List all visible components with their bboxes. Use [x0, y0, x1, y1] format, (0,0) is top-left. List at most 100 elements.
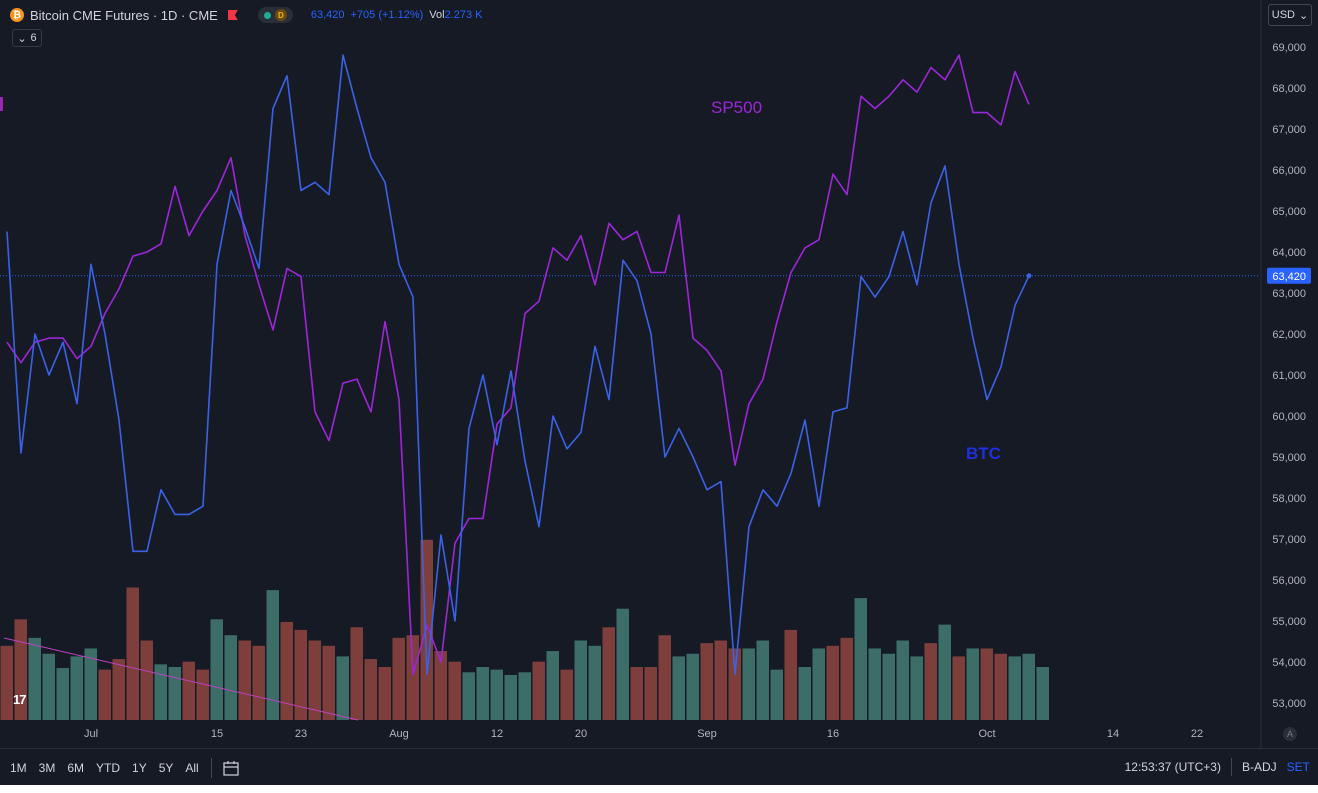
volume-bar [672, 656, 685, 720]
volume-bar [98, 669, 111, 720]
clock-time[interactable]: 12:53:37 (UTC+3) [1124, 760, 1221, 774]
volume-bar [504, 674, 517, 720]
volume-bar [266, 590, 279, 720]
volume-bar [840, 637, 853, 720]
price-change: +705 (+1.12%) [350, 9, 424, 21]
indicators-collapse-button[interactable]: ⌄ 6 [12, 29, 42, 47]
sp500-label: SP500 [711, 98, 762, 117]
y-tick-label: 65,000 [1272, 206, 1306, 218]
volume-bar [224, 635, 237, 720]
volume-bar [154, 664, 167, 720]
volume-bar [294, 629, 307, 720]
y-tick-label: 64,000 [1272, 247, 1306, 259]
indicator-count: 6 [30, 32, 37, 44]
currency-selector[interactable]: USD ⌄ [1268, 4, 1312, 26]
volume-bar [14, 619, 27, 720]
tradingview-logo[interactable]: 17 [13, 692, 27, 707]
adjustment-toggle[interactable]: B-ADJ [1241, 760, 1277, 774]
range-6m-button[interactable]: 6M [67, 760, 85, 775]
x-tick-label: 20 [575, 728, 587, 740]
volume-bar [644, 667, 657, 720]
session-toggle[interactable]: SET [1286, 760, 1310, 774]
volume-bar [938, 624, 951, 720]
volume-bar [896, 640, 909, 720]
volume-bar [588, 645, 601, 720]
status-pill[interactable]: D [257, 7, 293, 23]
auto-scale-button[interactable]: A [1283, 727, 1297, 741]
volume-bar [924, 643, 937, 720]
range-1m-button[interactable]: 1M [10, 760, 27, 775]
volume-bar [140, 640, 153, 720]
range-all-button[interactable]: All [185, 760, 199, 775]
y-tick-label: 62,000 [1272, 329, 1306, 341]
volume-bar [406, 635, 419, 720]
symbol-title[interactable]: Bitcoin CME Futures · 1D · CME [30, 7, 218, 23]
volume-bar [350, 627, 363, 720]
range-1y-button[interactable]: 1Y [132, 760, 147, 775]
btc-label: BTC [966, 444, 1001, 463]
x-tick-label: 23 [295, 728, 307, 740]
y-tick-label: 57,000 [1272, 534, 1306, 546]
x-tick-label: Aug [389, 728, 409, 740]
x-tick-label: Jul [84, 728, 98, 740]
volume-bar [686, 653, 699, 720]
volume-bar [196, 669, 209, 720]
range-5y-button[interactable]: 5Y [158, 760, 174, 775]
calendar-icon[interactable] [222, 759, 240, 777]
status-area: 12:53:37 (UTC+3) B-ADJ SET [1125, 758, 1310, 776]
volume-bar [238, 640, 251, 720]
x-tick-label: Oct [978, 728, 995, 740]
delayed-icon: D [274, 9, 287, 21]
volume-bar [756, 640, 769, 720]
last-price: 63,420 [310, 9, 345, 21]
volume-bar [392, 637, 405, 720]
volume-bar [518, 672, 531, 720]
x-tick-label: 16 [827, 728, 839, 740]
chevron-down-icon: ⌄ [17, 32, 27, 45]
volume-bar [602, 627, 615, 720]
volume-bar [532, 661, 545, 720]
volume-bar [42, 653, 55, 720]
current-price-badge [1267, 267, 1311, 284]
flag-icon[interactable] [227, 10, 238, 20]
volume-bar [322, 645, 335, 720]
currency-label: USD [1271, 9, 1295, 21]
range-3m-button[interactable]: 3M [38, 760, 56, 775]
symbol-header: ₿ Bitcoin CME Futures · 1D · CME D 63,42… [10, 6, 482, 24]
market-open-icon [263, 11, 271, 19]
volume-bar [1008, 656, 1021, 720]
volume-bar [126, 587, 139, 720]
volume-bar [714, 640, 727, 720]
volume-bar [1022, 653, 1035, 720]
bitcoin-icon: ₿ [10, 8, 24, 22]
toolbar-divider [210, 757, 212, 778]
y-tick-label: 53,000 [1272, 698, 1306, 710]
volume-bar [56, 668, 69, 720]
chart-area[interactable]: SP500 BTC 69,000 68,000 67,000 66,000 65,000 64… [0, 0, 1318, 748]
volume-bar [616, 608, 629, 720]
bottom-toolbar: 1M 3M 6M YTD 1Y 5Y All 12:53:37 (UTC+3) … [0, 748, 1318, 786]
volume-bar [560, 669, 573, 720]
window-edge [0, 785, 1318, 793]
y-tick-label: 55,000 [1272, 616, 1306, 628]
x-tick-label: 14 [1107, 728, 1119, 740]
range-ytd-button[interactable]: YTD [96, 760, 121, 775]
y-tick-label: 56,000 [1272, 575, 1306, 587]
volume-bar [1036, 667, 1049, 720]
volume-bar [728, 648, 741, 720]
y-tick-label: 63,000 [1272, 288, 1306, 300]
trend-line [3, 637, 359, 721]
btc-last-point [1026, 273, 1032, 279]
volume-bar [280, 621, 293, 720]
y-tick-label: 60,000 [1272, 411, 1306, 423]
volume-bar [308, 640, 321, 720]
y-tick-label: 68,000 [1272, 83, 1306, 95]
volume-bar [770, 669, 783, 720]
volume-bar [980, 648, 993, 720]
x-tick-label: 22 [1191, 728, 1203, 740]
volume-value: 2.273 K [444, 9, 483, 21]
volume-bar [210, 619, 223, 720]
volume-bar [476, 667, 489, 720]
y-tick-label: 61,000 [1272, 370, 1306, 382]
volume-bar [910, 656, 923, 720]
